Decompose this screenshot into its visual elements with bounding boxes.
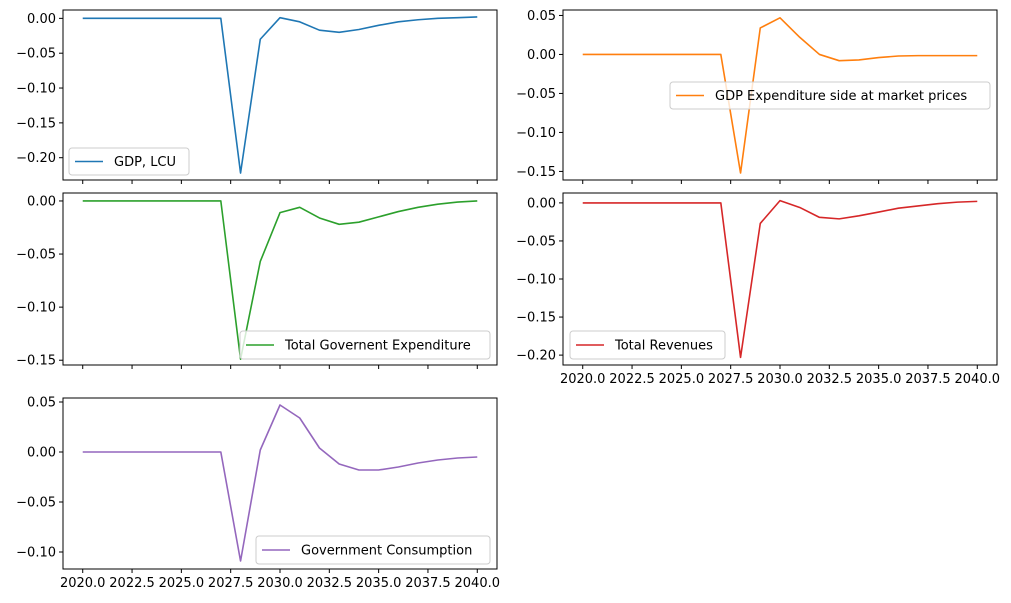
y-tick-label: −0.05: [16, 47, 56, 62]
axes-frame: [62, 397, 498, 570]
x-tick-label: 2025.0: [159, 576, 205, 591]
series-line: [82, 200, 478, 360]
y-tick-label: −0.10: [16, 82, 56, 97]
subplot-gdp-lcu: 0.00 −0.05 −0.10 −0.15 −0.20 GDP, LCU: [16, 9, 498, 184]
legend-box: [68, 147, 190, 176]
legend-box: [669, 81, 991, 110]
y-tick-label: −0.10: [16, 546, 56, 561]
x-tick-label: 2030.0: [257, 576, 303, 591]
series-line: [82, 16, 478, 174]
y-tick-label: 0.05: [27, 396, 56, 411]
y-tick-label: −0.05: [16, 496, 56, 511]
y-tick-label: −0.05: [16, 248, 56, 263]
legend-box: [239, 330, 491, 360]
legend-box: [255, 535, 491, 565]
legend: Total Governent Expenditure: [239, 330, 491, 360]
y-tick-label: 0.00: [527, 48, 556, 63]
x-tick-label: 2030.0: [757, 372, 803, 387]
x-tick-label: 2035.0: [856, 372, 902, 387]
legend-label: GDP Expenditure side at market prices: [715, 89, 967, 104]
subplot-total-government-expenditure: 0.00 −0.05 −0.10 −0.15 Total Governent Expen…: [16, 192, 498, 369]
axes-frame: [562, 192, 998, 366]
x-tick-label: 2032.5: [807, 372, 853, 387]
x-tick-label: 2037.5: [905, 372, 951, 387]
series-line: [82, 404, 478, 562]
y-tick-label: 0.00: [27, 446, 56, 461]
y-tick-label: −0.15: [516, 165, 556, 180]
y-tick-label: 0.05: [527, 9, 556, 24]
series-line: [582, 17, 978, 174]
y-tick-label: −0.10: [516, 126, 556, 141]
x-tick-label: 2040.0: [455, 576, 501, 591]
y-tick-label: −0.20: [516, 349, 556, 364]
y-tick-label: −0.15: [16, 354, 56, 369]
x-tick-label: 2025.0: [659, 372, 705, 387]
legend: GDP, LCU: [68, 147, 190, 176]
x-tick-label: 2035.0: [356, 576, 402, 591]
x-tick-label: 2022.5: [609, 372, 655, 387]
subplot-government-consumption: 0.05 0.00 −0.05 −0.10 2020.0 2022.5 2025.0 2027…: [16, 396, 500, 592]
x-tick-label: 2020.0: [60, 576, 106, 591]
legend-label: Total Governent Expenditure: [284, 339, 471, 354]
x-tick-label: 2027.5: [708, 372, 754, 387]
legend: Total Revenues: [569, 330, 726, 360]
y-tick-label: −0.05: [516, 87, 556, 102]
x-tick-label: 2020.0: [560, 372, 606, 387]
axes-frame: [62, 9, 498, 181]
y-tick-label: 0.00: [527, 196, 556, 211]
x-tick-label: 2040.0: [955, 372, 1001, 387]
y-tick-label: 0.00: [27, 194, 56, 209]
legend-label: Total Revenues: [614, 339, 713, 354]
legend: Government Consumption: [255, 535, 491, 565]
legend-box: [569, 330, 726, 360]
axes-frame: [562, 9, 998, 181]
y-tick-label: −0.10: [16, 301, 56, 316]
y-tick-label: −0.20: [16, 151, 56, 166]
series-line: [582, 199, 978, 359]
x-tick-label: 2027.5: [208, 576, 254, 591]
y-tick-label: 0.00: [27, 12, 56, 27]
y-tick-label: −0.15: [16, 116, 56, 131]
subplot-total-revenues: 0.00 −0.05 −0.10 −0.15 −0.20 2020.0 2022.5 2025…: [516, 192, 1001, 387]
y-tick-label: −0.05: [516, 234, 556, 249]
subplot-gdp-expenditure: 0.05 0.00 −0.05 −0.10 −0.15 GDP Expenditure s…: [516, 9, 998, 184]
legend-label: GDP, LCU: [114, 155, 176, 170]
axes-frame: [62, 192, 498, 366]
x-tick-label: 2037.5: [405, 576, 451, 591]
x-tick-label: 2032.5: [307, 576, 353, 591]
y-tick-label: −0.10: [516, 273, 556, 288]
x-tick-label: 2022.5: [109, 576, 155, 591]
legend: GDP Expenditure side at market prices: [669, 81, 991, 110]
y-tick-label: −0.15: [516, 311, 556, 326]
legend-label: Government Consumption: [301, 544, 472, 559]
